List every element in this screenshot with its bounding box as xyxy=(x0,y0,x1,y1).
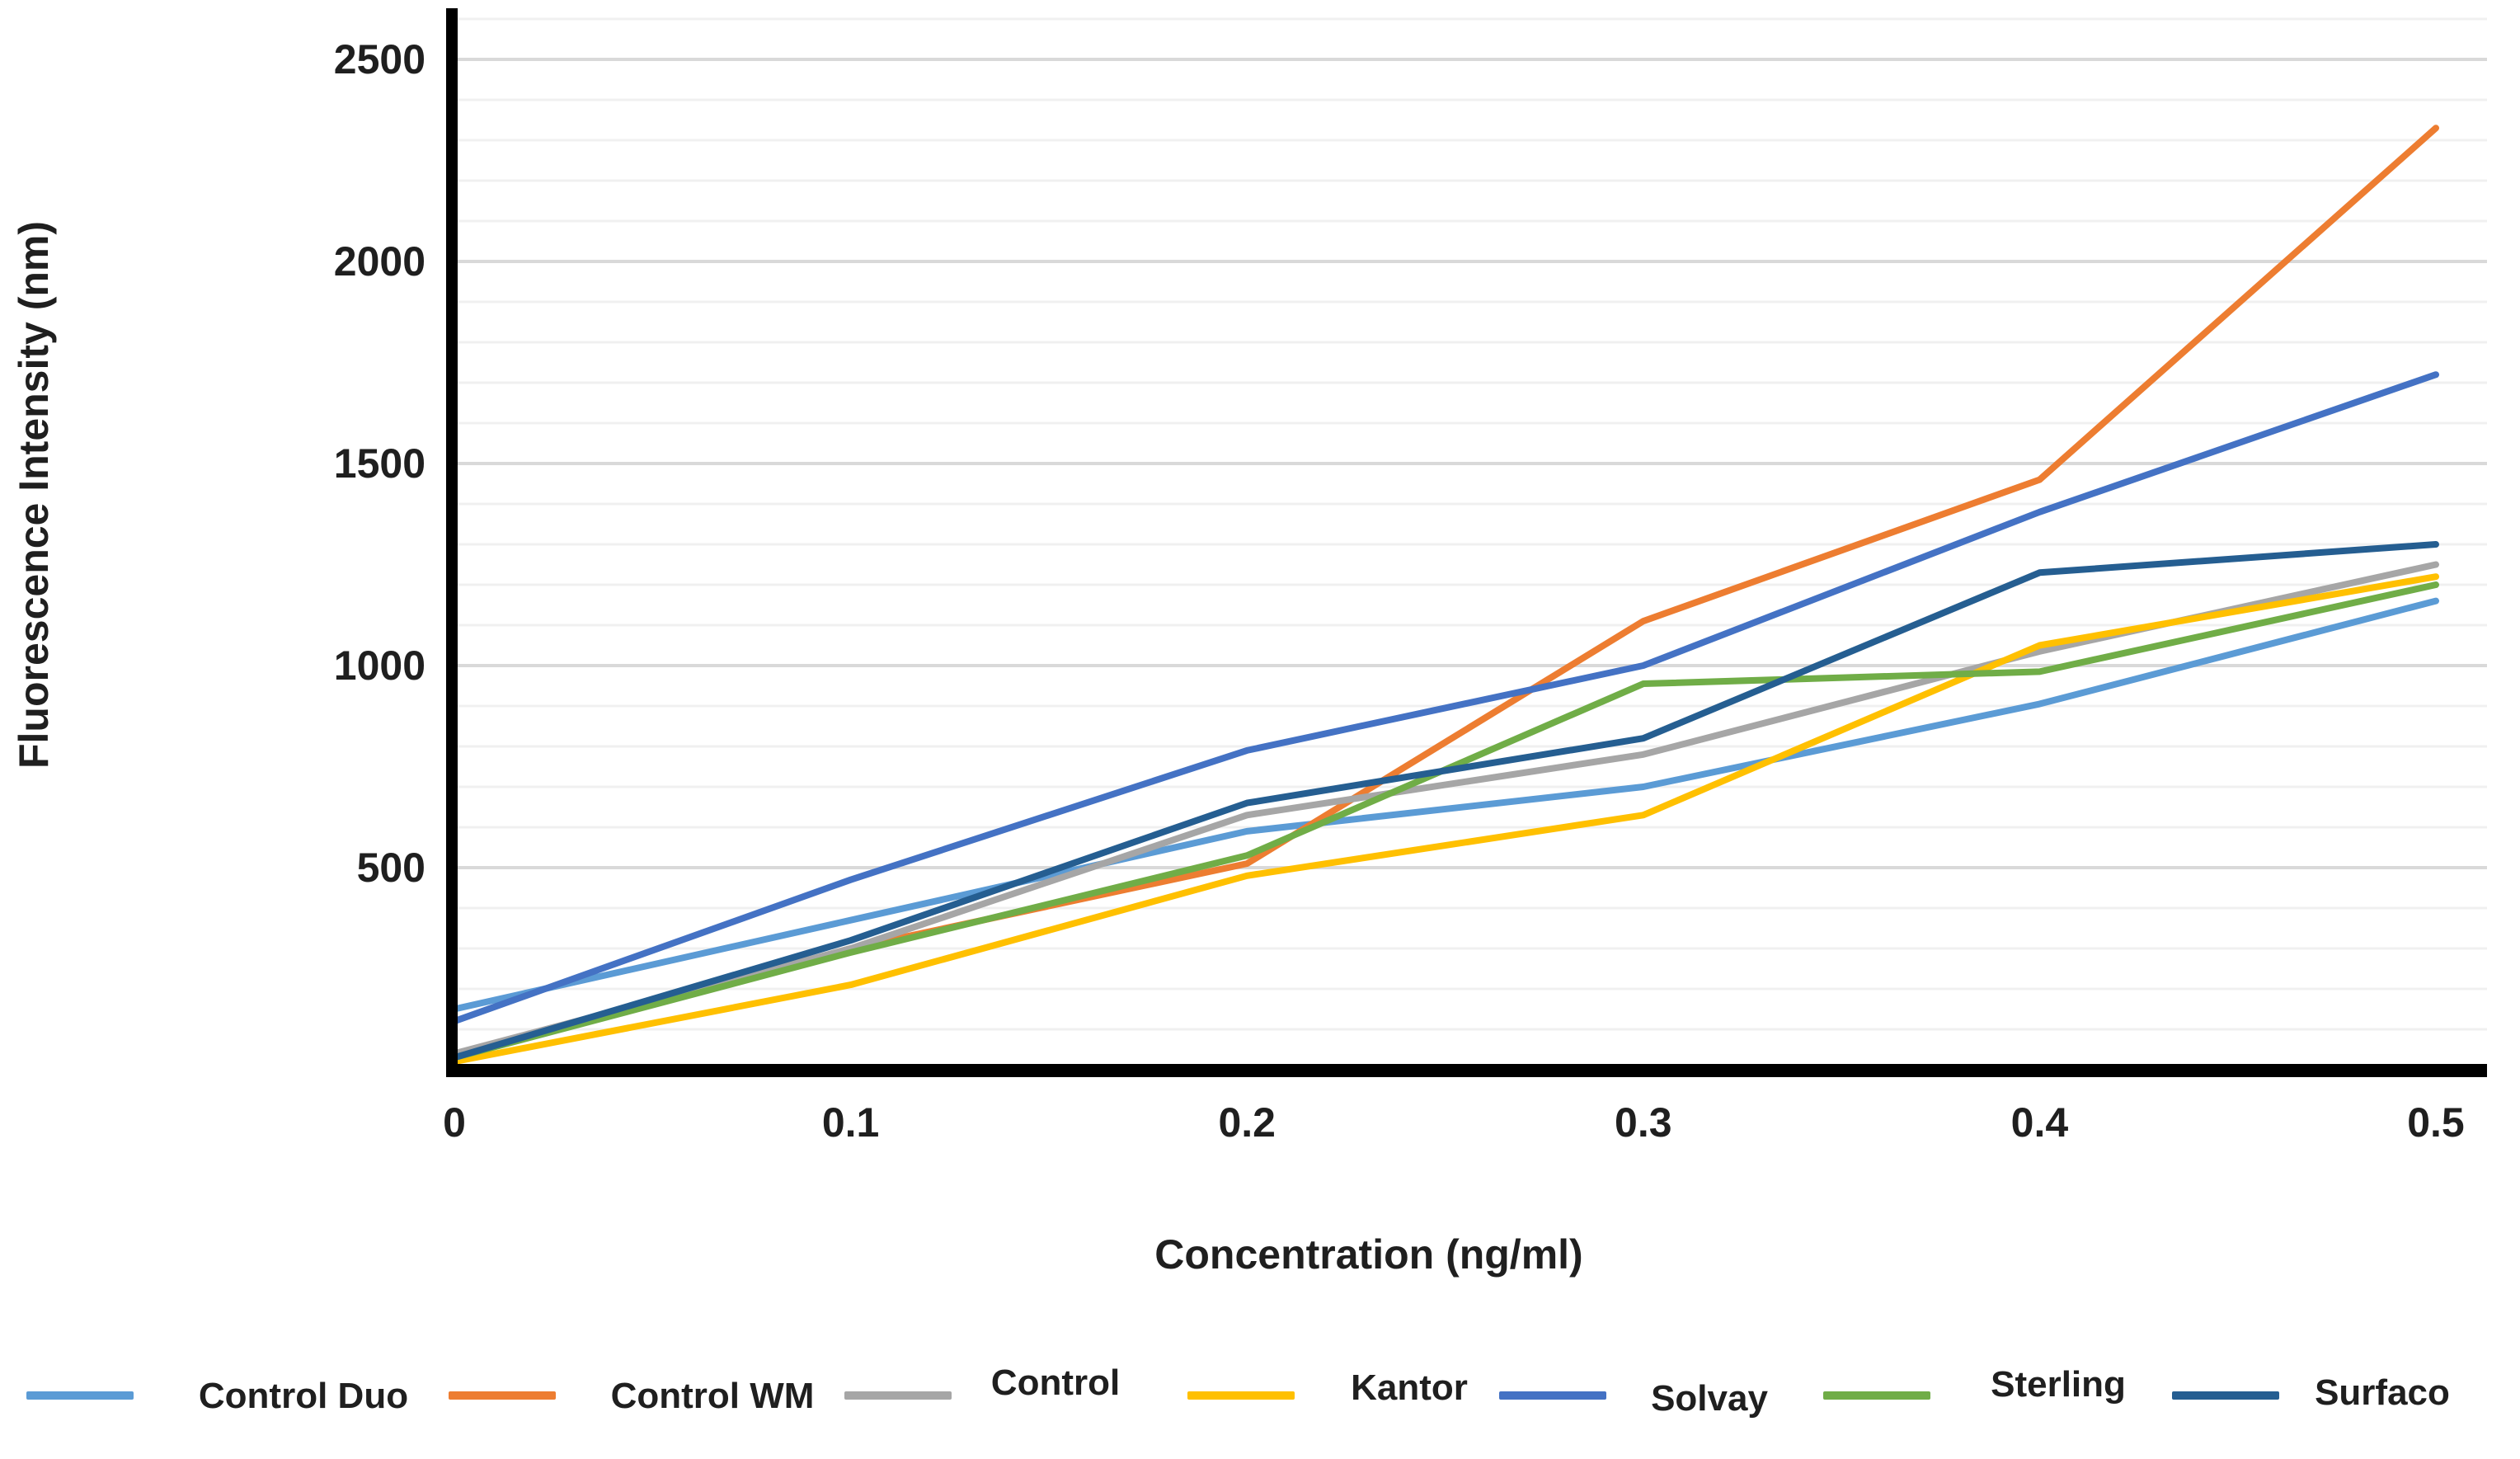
legend-label-control-wm: Control WM xyxy=(611,1376,815,1416)
series-line-solvay xyxy=(451,371,2439,1025)
legend-swatch-control-icon xyxy=(844,1391,952,1400)
legend-item-sterling: Sterling xyxy=(1823,1364,2126,1405)
x-axis-title: Concentration (ng/ml) xyxy=(1154,1231,1582,1278)
y-tick-labels: 500 1000 1500 2000 2500 xyxy=(334,36,425,891)
series-lines xyxy=(451,125,2439,1066)
legend-item-control-wm: Control WM xyxy=(449,1376,814,1416)
y-tick-label-1500: 1500 xyxy=(334,440,425,487)
legend-label-surfaco: Surfaco xyxy=(2315,1372,2450,1413)
legend-label-kantor: Kantor xyxy=(1351,1367,1468,1408)
y-tick-label-1000: 1000 xyxy=(334,642,425,689)
gridlines xyxy=(450,17,2487,1031)
legend-item-control: Control xyxy=(844,1363,1120,1403)
legend: Control Duo Control WM Control Kantor Solvay… xyxy=(26,1363,2450,1419)
series-line-surfaco xyxy=(451,541,2439,1061)
x-tick-label-0-1: 0.1 xyxy=(822,1099,880,1146)
legend-item-kantor: Kantor xyxy=(1187,1367,1468,1408)
y-tick-label-2500: 2500 xyxy=(334,36,425,82)
legend-label-solvay: Solvay xyxy=(1651,1378,1768,1419)
legend-swatch-sterling-icon xyxy=(1823,1391,1930,1400)
x-axis-line xyxy=(446,1064,2487,1077)
series-line-sterling xyxy=(451,581,2439,1061)
x-tick-label-0-5: 0.5 xyxy=(2407,1099,2465,1146)
x-tick-label-0-4: 0.4 xyxy=(2011,1099,2069,1146)
legend-swatch-surfaco-icon xyxy=(2172,1391,2279,1400)
legend-label-sterling: Sterling xyxy=(1991,1364,2126,1405)
x-tick-labels: 0 0.1 0.2 0.3 0.4 0.5 xyxy=(443,1099,2465,1146)
legend-label-control-duo: Control Duo xyxy=(199,1376,408,1416)
x-tick-label-0-2: 0.2 xyxy=(1218,1099,1276,1146)
legend-swatch-control-duo-icon xyxy=(26,1391,134,1400)
y-axis-title: Fluorescence Intensity (nm) xyxy=(11,221,57,769)
legend-swatch-solvay-icon xyxy=(1499,1391,1606,1400)
legend-item-surfaco: Surfaco xyxy=(2172,1372,2450,1413)
series-line-control-duo xyxy=(451,597,2439,1013)
y-axis-line xyxy=(446,8,458,1076)
y-tick-label-500: 500 xyxy=(357,845,425,891)
x-tick-label-0-3: 0.3 xyxy=(1615,1099,1672,1146)
series-line-kantor xyxy=(451,573,2439,1066)
legend-swatch-kantor-icon xyxy=(1187,1391,1295,1400)
x-tick-label-0: 0 xyxy=(443,1099,466,1146)
y-tick-label-2000: 2000 xyxy=(334,238,425,285)
legend-item-solvay: Solvay xyxy=(1499,1378,1768,1419)
legend-item-control-duo: Control Duo xyxy=(26,1376,408,1416)
legend-label-control: Control xyxy=(991,1363,1120,1403)
legend-swatch-control-wm-icon xyxy=(449,1391,556,1400)
